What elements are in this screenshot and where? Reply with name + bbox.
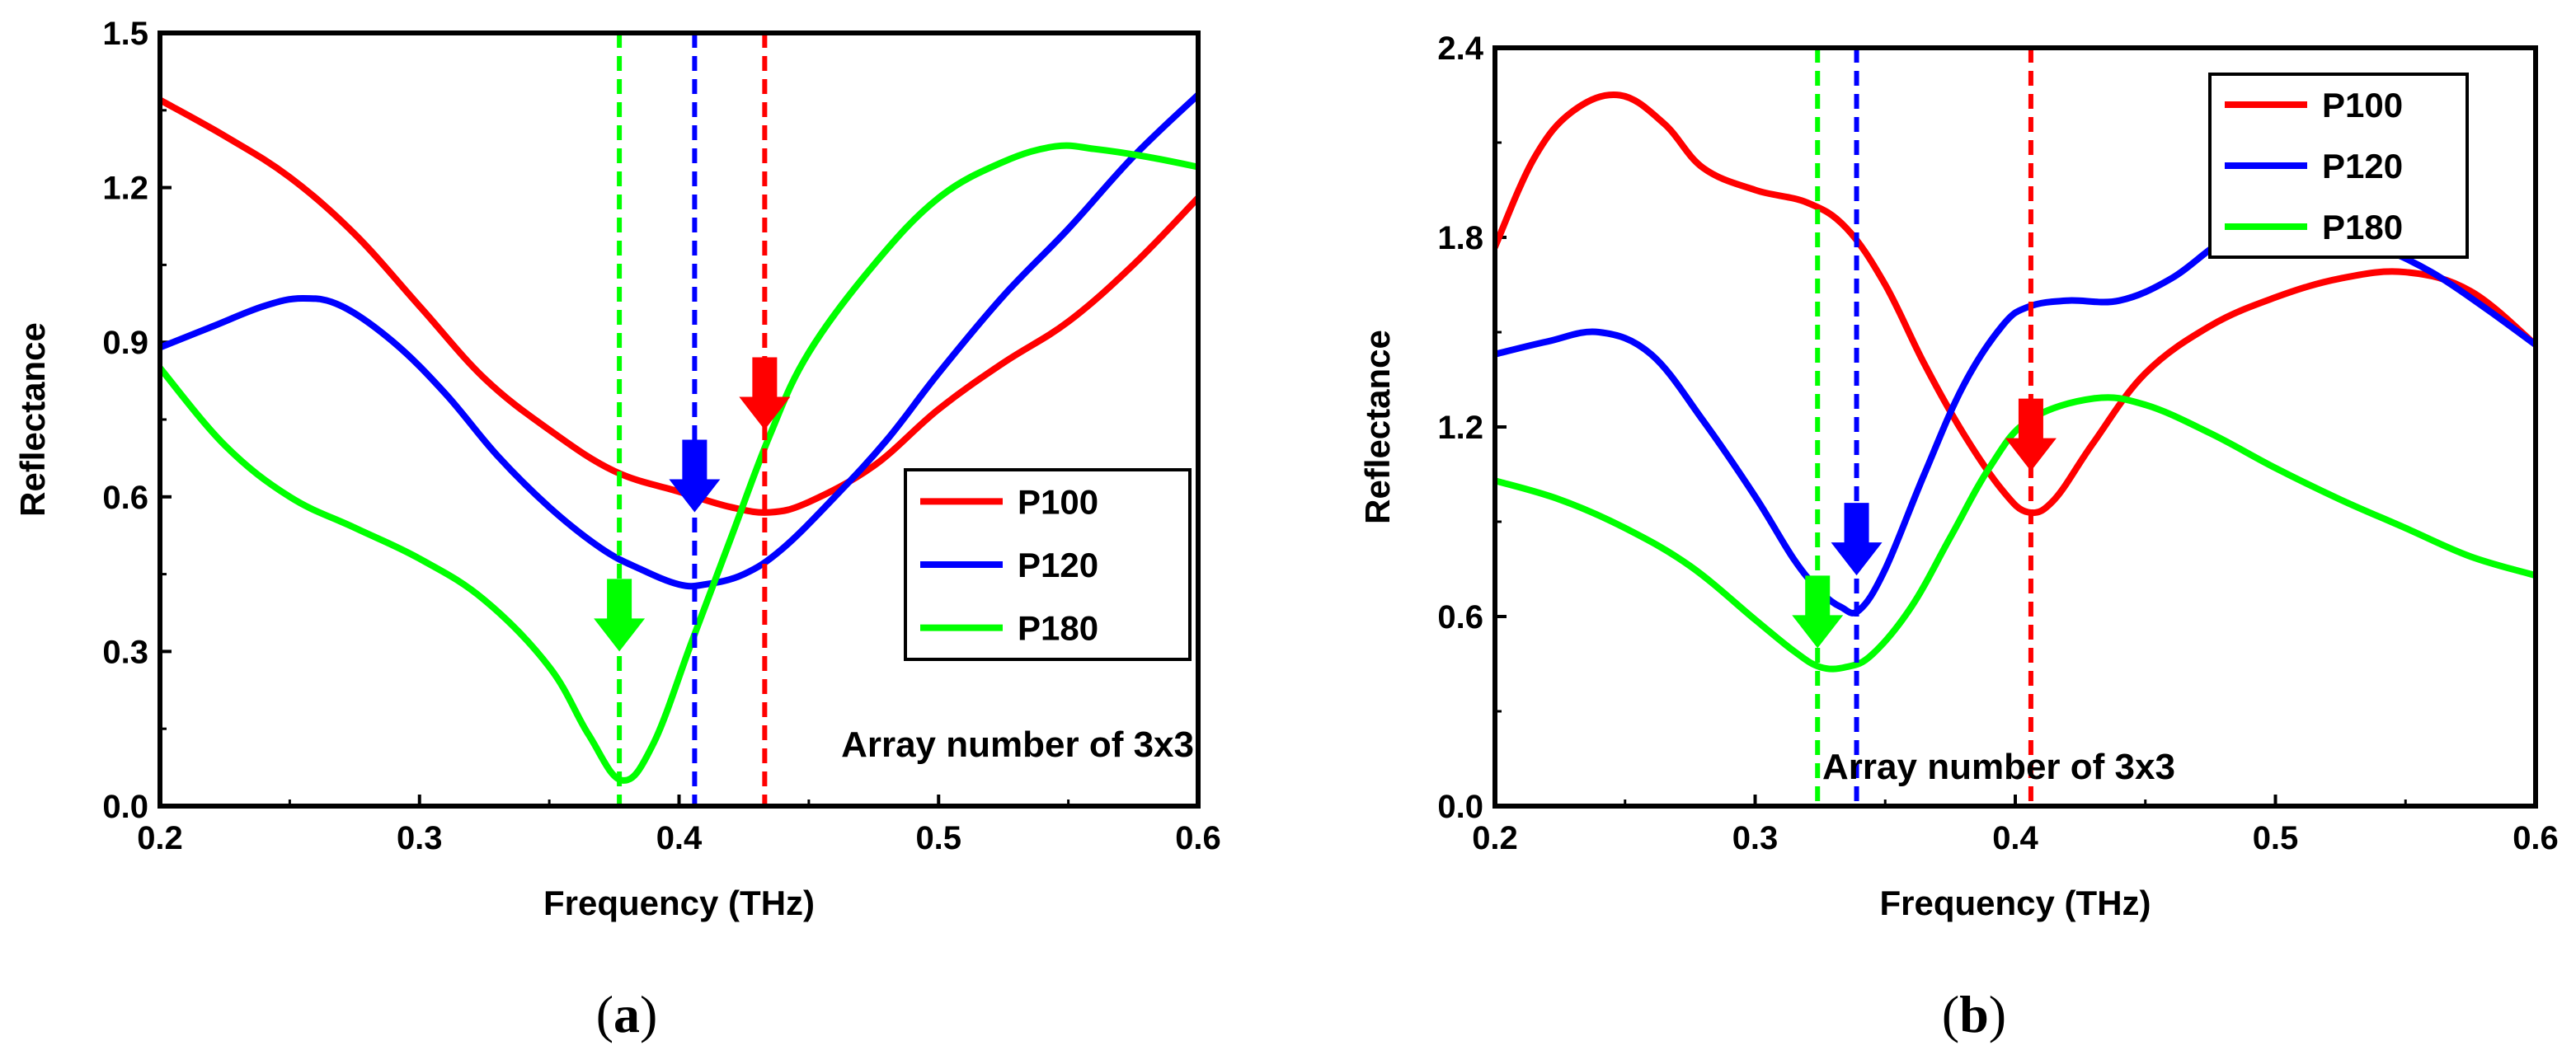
series-line-p120 — [1495, 214, 2536, 617]
legend: P100 P120 P180 — [2208, 73, 2469, 259]
down-arrow-icon — [1831, 503, 1883, 576]
legend: P100 P120 P180 — [904, 468, 1192, 661]
x-tick-label: 0.5 — [2253, 820, 2299, 856]
down-arrow-icon — [739, 357, 791, 430]
series-line-p100 — [160, 96, 1198, 516]
caption-paren: ) — [1989, 985, 2006, 1043]
axes-frame — [157, 30, 1201, 809]
y-tick-label: 2.4 — [1437, 30, 1483, 67]
annotation-text: Array number of 3x3 — [1822, 747, 2175, 787]
legend-label-p100: P100 — [2322, 86, 2403, 124]
y-axis-title: Reflectance — [13, 322, 52, 517]
y-tick-label: 0.3 — [102, 634, 148, 670]
caption-paren: ( — [596, 985, 613, 1043]
x-tick-label: 0.6 — [2513, 820, 2559, 856]
series-line-p100 — [1495, 91, 2536, 517]
x-tick-label: 0.6 — [1175, 820, 1221, 856]
series-line-p180 — [160, 142, 1198, 784]
y-tick-label: 0.9 — [102, 325, 148, 361]
series-line-p180 — [1495, 394, 2536, 673]
legend-label-p180: P180 — [1018, 609, 1098, 648]
x-tick-label: 0.2 — [1472, 820, 1518, 856]
y-tick-label: 1.5 — [102, 16, 148, 52]
y-tick-label: 1.2 — [1437, 410, 1483, 446]
y-tick-label: 1.8 — [1437, 220, 1483, 256]
legend-label-p120: P120 — [1018, 546, 1098, 584]
x-tick-label: 0.3 — [1732, 820, 1779, 856]
y-tick-label: 0.0 — [102, 789, 148, 825]
x-tick-label: 0.5 — [915, 820, 961, 856]
down-arrow-icon — [1792, 575, 1844, 649]
x-tick-label: 0.2 — [137, 820, 183, 856]
caption-letter: a — [613, 985, 640, 1043]
chart-panel-a: 0.0 0.3 0.6 0.9 1.2 1.5 0.2 0.3 0.4 0.5 0.6 Frequen… — [13, 16, 1221, 1043]
axes-frame — [1492, 45, 2538, 809]
annotation-text: Array number of 3x3 — [841, 724, 1194, 765]
panel-caption: (a) — [596, 985, 658, 1043]
chart-panel-b: 0.0 0.6 1.2 1.8 2.4 0.2 0.3 0.4 0.5 0.6 Frequency … — [1358, 30, 2559, 1043]
y-axis-title: Reflectance — [1358, 330, 1397, 524]
y-tick-label: 0.0 — [1437, 789, 1483, 825]
down-arrow-icon — [2005, 398, 2057, 471]
caption-paren: ) — [640, 985, 657, 1043]
x-axis-title: Frequency (THz) — [1879, 884, 2151, 922]
legend-label-p180: P180 — [2322, 208, 2403, 246]
series-line-p120 — [160, 91, 1198, 590]
caption-paren: ( — [1942, 985, 1959, 1043]
caption-letter: b — [1959, 985, 1989, 1043]
y-tick-label: 1.2 — [102, 171, 148, 207]
x-tick-label: 0.4 — [656, 820, 703, 856]
legend-label-p120: P120 — [2322, 147, 2403, 185]
down-arrow-icon — [669, 439, 721, 513]
y-tick-label: 0.6 — [1437, 599, 1483, 635]
legend-label-p100: P100 — [1018, 482, 1098, 521]
x-tick-label: 0.3 — [397, 820, 443, 856]
down-arrow-icon — [594, 579, 646, 652]
panel-caption: (b) — [1942, 985, 2006, 1043]
y-tick-label: 0.6 — [102, 480, 148, 516]
plot-area — [160, 91, 1198, 784]
x-tick-label: 0.4 — [1992, 820, 2038, 856]
x-axis-title: Frequency (THz) — [543, 884, 815, 922]
